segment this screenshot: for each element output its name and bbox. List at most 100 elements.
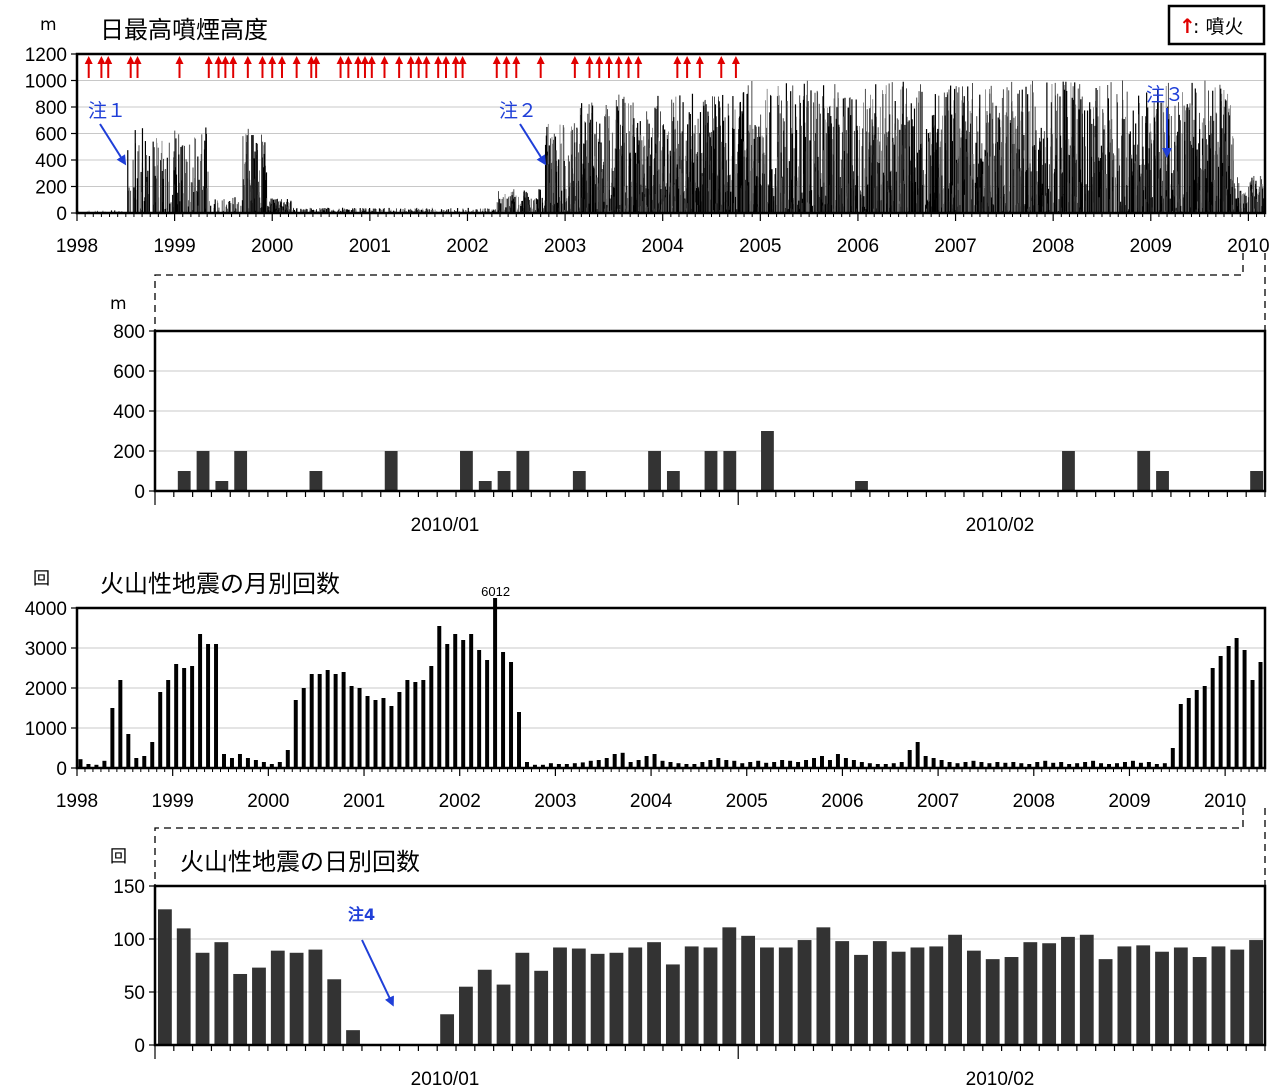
daily-quake-bar — [158, 909, 172, 1045]
monthly-quake-bar — [1258, 662, 1263, 768]
plume-bar-daily — [460, 451, 473, 491]
daily-quake-bar — [1249, 940, 1263, 1045]
daily-quake-bar — [891, 951, 906, 1045]
monthly-quake-bar — [182, 668, 187, 768]
chart2-frame — [153, 329, 1267, 493]
y-tick-label: 1200 — [25, 45, 67, 66]
monthly-quake-bar — [341, 672, 346, 768]
monthly-quake-bar — [1250, 680, 1255, 768]
monthly-quake-bar — [843, 758, 848, 768]
daily-quake-bar — [1023, 942, 1038, 1045]
daily-quake-bar — [1117, 946, 1132, 1045]
chart4-title: 火山性地震の日別回数 — [180, 848, 420, 876]
daily-quake-bar — [854, 954, 868, 1045]
note-2-label: 注２ — [499, 100, 537, 122]
monthly-quake-bar — [947, 762, 952, 768]
monthly-quake-bar — [548, 763, 553, 768]
monthly-quake-bar — [971, 760, 976, 768]
eruption-arrow-head — [367, 56, 376, 64]
monthly-quake-bar — [716, 758, 721, 768]
monthly-quake-bar — [405, 680, 410, 768]
eruption-arrow-head — [492, 56, 501, 64]
monthly-quake-bar — [166, 680, 171, 768]
daily-quake-bar — [778, 947, 793, 1045]
eruption-arrow-head — [126, 56, 135, 64]
monthly-quake-bar — [660, 760, 665, 768]
monthly-quake-bar — [644, 756, 649, 768]
monthly-quake-bar — [102, 760, 107, 768]
monthly-quake-bar — [1059, 762, 1064, 768]
x-tick-label: 2006 — [837, 236, 879, 257]
x-tick-label: 2008 — [1013, 791, 1055, 812]
monthly-quake-bar — [788, 760, 793, 768]
daily-quake-bar — [703, 947, 718, 1045]
daily-quake-bar — [496, 984, 511, 1045]
monthly-quake-bar — [796, 762, 801, 768]
monthly-quake-bar — [1154, 764, 1159, 768]
monthly-quake-bar — [851, 760, 856, 768]
monthly-quake-bar — [931, 758, 936, 768]
monthly-quake-bar — [1210, 668, 1215, 768]
x-tick-label: 2002 — [439, 791, 481, 812]
eruption-arrow-head — [336, 56, 345, 64]
monthly-quake-bar — [875, 764, 880, 768]
monthly-quake-bar — [883, 764, 888, 768]
eruption-arrow-head — [414, 56, 423, 64]
monthly-quake-bar — [700, 762, 705, 768]
plume-bar-daily — [855, 481, 868, 491]
chart3-peak-label: 6012 — [481, 584, 510, 599]
monthly-quake-bar — [628, 762, 633, 768]
chart1-title: 日最高噴煙高度 — [100, 16, 268, 44]
eruption-arrow-head — [634, 56, 643, 64]
monthly-quake-bar — [269, 764, 274, 768]
monthly-quake-bar — [1146, 762, 1151, 768]
monthly-quake-bar — [923, 756, 928, 768]
monthly-quake-bar — [421, 680, 426, 768]
daily-quake-bar — [722, 927, 737, 1045]
daily-quake-bar — [459, 986, 473, 1045]
chart1: m 日最高噴煙高度 0 200 400 600 800 1000 1200 1998 1999… — [25, 4, 1270, 257]
monthly-quake-bar — [237, 754, 242, 768]
y-tick-label: 200 — [35, 178, 67, 199]
daily-quake-bar — [176, 928, 191, 1045]
eruption-arrow-head — [133, 56, 142, 64]
chart1-y-ticks: 0 200 400 600 800 1000 1200 — [25, 45, 77, 225]
daily-quake-bar — [628, 947, 643, 1045]
daily-quake-bar — [553, 947, 567, 1045]
monthly-quake-bar — [309, 674, 314, 768]
plume-bar-daily — [478, 481, 492, 491]
monthly-quake-bar — [214, 644, 219, 768]
chart2-x-label-feb: 2010/02 — [966, 515, 1035, 536]
monthly-quake-bar — [158, 692, 163, 768]
x-tick-label: 2004 — [630, 791, 673, 812]
eruption-arrow-head — [502, 56, 511, 64]
note-4-arrow-icon — [361, 939, 394, 1007]
zoom-connector-1 — [154, 253, 1266, 330]
daily-quake-bar — [308, 949, 323, 1045]
x-tick-label: 2003 — [534, 791, 576, 812]
eruption-arrow-head — [380, 56, 389, 64]
monthly-quake-bar — [540, 764, 545, 768]
chart4-bars — [158, 909, 1263, 1045]
monthly-quake-bar — [285, 750, 290, 768]
eruption-arrow-head — [229, 56, 238, 64]
plume-bar-daily — [1062, 451, 1075, 491]
monthly-quake-bar — [1099, 763, 1104, 768]
chart2-x-label-jan: 2010/01 — [411, 515, 480, 536]
daily-quake-bar — [346, 1030, 360, 1045]
monthly-quake-bar — [1226, 646, 1231, 768]
eruption-arrow-head — [360, 56, 369, 64]
eruption-arrow-head — [97, 56, 106, 64]
plume-bar-daily — [516, 451, 530, 491]
eruption-arrow-head — [243, 56, 252, 64]
monthly-quake-bar — [804, 760, 809, 768]
eruption-arrow-head — [614, 56, 623, 64]
daily-quake-bar — [647, 942, 661, 1045]
eruption-arrow-head — [512, 56, 521, 64]
monthly-quake-bar — [126, 734, 131, 768]
monthly-quake-bar — [572, 763, 577, 768]
monthly-quake-bar — [596, 760, 601, 768]
chart1-x-ticks: 1998 1999 2000 2001 2002 2003 2004 2005 2006 2007… — [56, 213, 1270, 257]
x-tick-label: 2007 — [917, 791, 959, 812]
monthly-quake-bar — [524, 762, 529, 768]
